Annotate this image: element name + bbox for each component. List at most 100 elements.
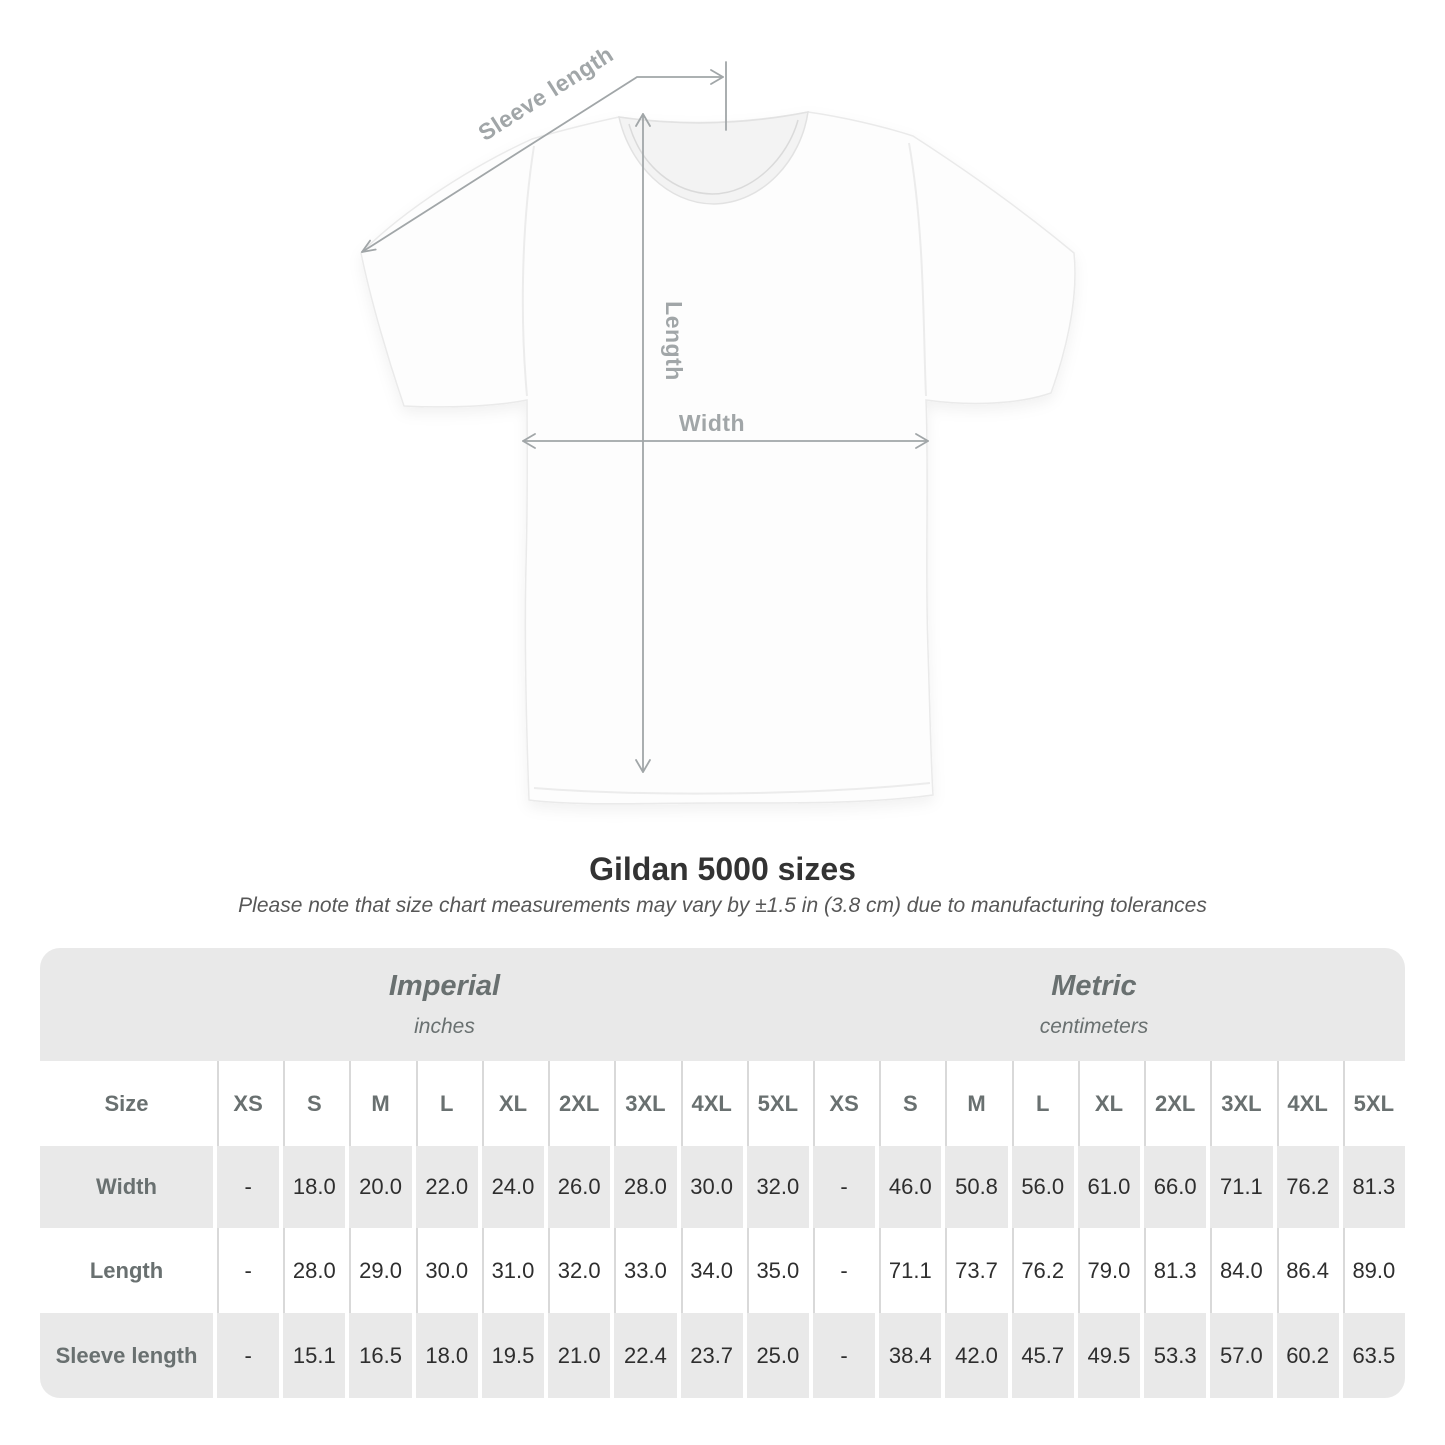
width-arrow-left [522, 433, 536, 449]
value-cell: 23.7 [676, 1313, 743, 1398]
size-column-label: 2XL [1140, 1061, 1207, 1146]
value-cell: 30.0 [411, 1228, 478, 1313]
value-cell: 50.8 [941, 1146, 1008, 1228]
sleeve-length-arrow-tip [710, 69, 724, 85]
value-cell: 84.0 [1206, 1228, 1273, 1313]
sleeve-length-line [361, 76, 724, 253]
value-cell: 19.5 [477, 1313, 545, 1398]
value-cell: 29.0 [345, 1228, 412, 1313]
size-column-label: XS [213, 1061, 280, 1146]
value-cell: 25.0 [742, 1313, 809, 1398]
value-cell: 71.1 [1206, 1146, 1273, 1228]
value-cell: 60.2 [1272, 1313, 1339, 1398]
value-cell: - [808, 1228, 876, 1313]
value-cell: 18.0 [279, 1146, 346, 1228]
tshirt-measurement-diagram: Sleeve length Length Width [360, 41, 1076, 805]
value-cell: 86.4 [1272, 1228, 1339, 1313]
metric-label: Metric [1051, 970, 1137, 1002]
value-cell: 46.0 [875, 1146, 942, 1228]
value-cell: - [213, 1313, 280, 1398]
value-cell: 16.5 [345, 1313, 412, 1398]
tolerance-note: Please note that size chart measurements… [238, 894, 1207, 917]
value-cell: 76.2 [1007, 1228, 1074, 1313]
row-label-width: Width [40, 1146, 213, 1228]
value-cell: 61.0 [1073, 1146, 1141, 1228]
value-cell: 45.7 [1007, 1313, 1074, 1398]
size-column-label: S [875, 1061, 942, 1146]
imperial-label: Imperial [388, 970, 501, 1002]
value-cell: 53.3 [1140, 1313, 1207, 1398]
size-column-label: 5XL [742, 1061, 809, 1146]
value-cell: 33.0 [610, 1228, 677, 1313]
value-cell: 15.1 [279, 1313, 346, 1398]
value-cell: 56.0 [1007, 1146, 1074, 1228]
value-cell: 28.0 [279, 1228, 346, 1313]
value-cell: 73.7 [941, 1228, 1008, 1313]
value-cell: 22.0 [411, 1146, 478, 1228]
value-cell: 30.0 [676, 1146, 743, 1228]
size-column-label: L [411, 1061, 478, 1146]
left-sleeve-seam [521, 145, 535, 397]
measurement-lines [361, 61, 929, 773]
size-column-label: 3XL [1206, 1061, 1273, 1146]
value-cell: 81.3 [1338, 1146, 1405, 1228]
value-cell: 81.3 [1140, 1228, 1207, 1313]
sleeve-length-arrow-end [361, 239, 377, 253]
size-table-grid: Imperial inches Metric centimeters Size … [40, 948, 1405, 1398]
value-cell: 38.4 [875, 1313, 942, 1398]
value-cell: 57.0 [1206, 1313, 1273, 1398]
value-cell: 34.0 [676, 1228, 743, 1313]
table-row-length: Length -28.0 29.0 30.0 31.0 32.0 33.0 34.0 35.0… [40, 1228, 1405, 1313]
size-column-label: XS [808, 1061, 876, 1146]
size-column-label: XL [1073, 1061, 1141, 1146]
right-sleeve-seam [908, 142, 927, 397]
value-cell: 18.0 [411, 1313, 478, 1398]
value-cell: 79.0 [1073, 1228, 1141, 1313]
unit-header-row: Imperial inches Metric centimeters [40, 948, 1405, 1061]
value-cell: 42.0 [941, 1313, 1008, 1398]
value-cell: 28.0 [610, 1146, 677, 1228]
metric-header: Metric centimeters [808, 948, 1405, 1061]
imperial-header: Imperial inches [40, 948, 809, 1061]
value-cell: - [213, 1146, 280, 1228]
length-arrow-bottom [635, 759, 651, 773]
tshirt-collar [618, 111, 809, 205]
value-cell: - [213, 1228, 280, 1313]
size-column-label: M [345, 1061, 412, 1146]
table-row-width: Width -18.0 20.0 22.0 24.0 26.0 28.0 30.0 32.0-… [40, 1146, 1405, 1228]
size-column-label: XL [477, 1061, 545, 1146]
size-header-row: Size XS S M L XL 2XL 3XL 4XL 5XL XS S M L XL 2XL 3XL 4XL… [40, 1061, 1405, 1146]
value-cell: 49.5 [1073, 1313, 1141, 1398]
size-table: Imperial inches Metric centimeters Size … [40, 948, 1405, 1398]
size-column-label: 5XL [1338, 1061, 1405, 1146]
value-cell: 63.5 [1338, 1313, 1405, 1398]
value-cell: 31.0 [477, 1228, 545, 1313]
value-cell: 22.4 [610, 1313, 677, 1398]
value-cell: 20.0 [345, 1146, 412, 1228]
value-cell: 71.1 [875, 1228, 942, 1313]
width-label: Width [679, 410, 745, 436]
value-cell: 32.0 [544, 1228, 611, 1313]
collar-seam [628, 119, 799, 195]
width-arrow-right [915, 433, 929, 449]
value-cell: 66.0 [1140, 1146, 1207, 1228]
value-cell: 76.2 [1272, 1146, 1339, 1228]
row-label-length: Length [40, 1228, 213, 1313]
table-row-sleeve-length: Sleeve length -15.1 16.5 18.0 19.5 21.0 22.4 2… [40, 1313, 1405, 1398]
size-column-label: 2XL [544, 1061, 611, 1146]
size-column-label: 4XL [1272, 1061, 1339, 1146]
value-cell: 89.0 [1338, 1228, 1405, 1313]
value-cell: 26.0 [544, 1146, 611, 1228]
row-label-sleeve-length: Sleeve length [40, 1313, 213, 1398]
metric-unit: centimeters [1039, 1015, 1149, 1038]
value-cell: 35.0 [742, 1228, 809, 1313]
size-column-label: 3XL [610, 1061, 677, 1146]
value-cell: 24.0 [477, 1146, 545, 1228]
size-column-label: S [279, 1061, 346, 1146]
size-column-header: Size [40, 1061, 213, 1146]
size-column-label: M [941, 1061, 1008, 1146]
size-column-label: 4XL [676, 1061, 743, 1146]
imperial-unit: inches [414, 1015, 475, 1038]
value-cell: - [808, 1313, 876, 1398]
